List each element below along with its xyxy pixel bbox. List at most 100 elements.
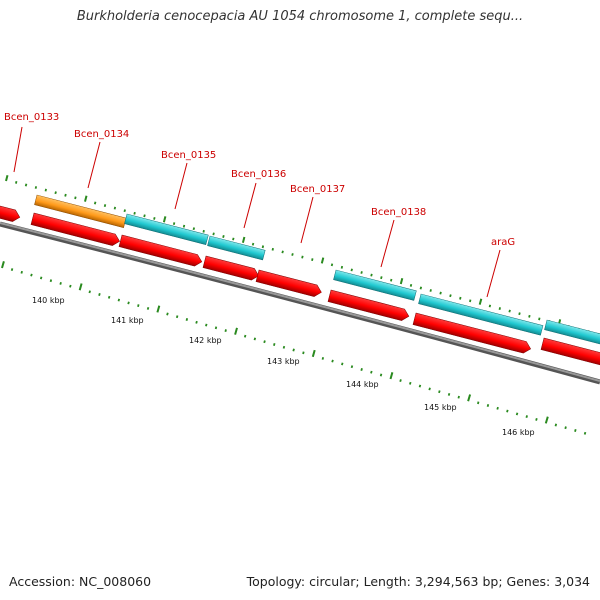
minor-tick <box>263 340 266 344</box>
minor-tick <box>409 381 412 385</box>
minor-tick <box>88 290 91 294</box>
minor-tick <box>360 271 363 274</box>
minor-tick <box>281 250 284 254</box>
gene-feature[interactable] <box>418 293 544 336</box>
minor-tick <box>477 401 480 405</box>
cds-arrow[interactable] <box>327 289 410 322</box>
minor-tick <box>98 293 101 296</box>
gene-feature[interactable] <box>124 213 209 246</box>
minor-tick <box>518 312 521 316</box>
gene-label[interactable]: Bcen_0133 <box>4 112 59 123</box>
minor-tick <box>146 306 150 310</box>
minor-tick <box>350 365 354 369</box>
kbp-label: 142 kbp <box>189 336 222 345</box>
minor-tick <box>175 315 179 319</box>
minor-tick <box>205 323 208 327</box>
major-tick <box>1 261 5 269</box>
gene-label[interactable]: Bcen_0138 <box>371 207 426 218</box>
gene-label[interactable]: Bcen_0137 <box>290 184 345 195</box>
minor-tick <box>301 255 304 259</box>
minor-tick <box>224 329 227 333</box>
minor-tick <box>459 296 462 300</box>
cds-arrow[interactable] <box>30 212 121 247</box>
gene-feature[interactable] <box>333 269 417 301</box>
minor-tick <box>214 326 218 330</box>
minor-tick <box>535 417 538 421</box>
minor-tick <box>44 188 47 192</box>
minor-tick <box>321 356 325 360</box>
minor-tick <box>330 263 334 267</box>
minor-tick <box>153 216 156 220</box>
minor-tick <box>24 183 28 187</box>
minor-tick <box>525 415 528 419</box>
chromosome-backbone <box>0 221 600 385</box>
minor-tick <box>166 312 169 316</box>
minor-tick <box>370 370 373 374</box>
minor-tick <box>103 204 107 208</box>
gene-label[interactable]: Bcen_0136 <box>231 169 286 180</box>
minor-tick <box>311 258 314 262</box>
minor-tick <box>564 426 567 430</box>
minor-tick <box>273 343 276 346</box>
minor-tick <box>506 409 509 413</box>
minor-tick <box>292 348 295 352</box>
minor-tick <box>350 268 353 272</box>
minor-tick <box>399 379 402 383</box>
minor-tick <box>341 362 344 366</box>
kbp-scale-labels: 140 kbp 141 kbp 142 kbp 143 kbp 144 kbp … <box>32 296 535 437</box>
gene-label-leaders <box>13 126 501 298</box>
minor-tick <box>69 284 72 288</box>
minor-tick <box>107 295 111 299</box>
outer-tick-ring <box>5 174 600 336</box>
minor-tick <box>574 429 577 432</box>
minor-tick <box>74 196 77 200</box>
minor-tick <box>54 191 57 195</box>
minor-tick <box>488 304 492 308</box>
minor-tick <box>498 307 501 311</box>
gene-labels: Bcen_0133 Bcen_0134 Bcen_0135 Bcen_0136 … <box>4 112 515 248</box>
minor-tick <box>127 301 130 305</box>
cds-arrow[interactable] <box>255 269 323 298</box>
minor-tick <box>133 211 136 215</box>
major-tick <box>5 174 9 182</box>
minor-tick <box>202 229 205 233</box>
gene-feature[interactable] <box>544 319 600 348</box>
minor-tick <box>30 273 33 277</box>
major-tick <box>399 277 404 285</box>
major-tick <box>241 236 246 244</box>
minor-tick <box>20 270 23 274</box>
gene-label[interactable]: Bcen_0134 <box>74 129 129 140</box>
cds-arrow[interactable] <box>412 312 532 355</box>
minor-tick <box>39 276 43 280</box>
minor-tick <box>449 294 452 298</box>
minor-tick <box>172 222 176 226</box>
major-tick <box>467 394 472 402</box>
minor-tick <box>282 345 286 349</box>
map-title: Burkholderia cenocepacia AU 1054 chromos… <box>76 9 524 24</box>
minor-tick <box>486 404 490 407</box>
minor-tick <box>49 279 53 283</box>
major-tick <box>156 305 161 313</box>
major-tick <box>162 216 167 223</box>
major-tick <box>311 349 316 358</box>
minor-tick <box>182 224 186 228</box>
minor-tick <box>271 247 274 251</box>
gene-feature[interactable] <box>207 235 266 261</box>
cds-arrow[interactable] <box>0 205 21 223</box>
kbp-label: 145 kbp <box>424 403 457 412</box>
gene-label[interactable]: Bcen_0135 <box>161 150 216 161</box>
cds-arrow[interactable] <box>540 337 600 369</box>
cds-arrow[interactable] <box>118 234 203 268</box>
accession-text: Accession: NC_008060 <box>9 574 152 589</box>
minor-tick <box>340 265 344 269</box>
gene-label[interactable]: araG <box>491 237 515 248</box>
minor-tick <box>253 337 257 341</box>
major-tick <box>84 195 88 202</box>
minor-tick <box>212 232 215 236</box>
cds-arrow[interactable] <box>202 255 260 282</box>
minor-tick <box>429 289 432 292</box>
kbp-label: 141 kbp <box>111 316 144 325</box>
minor-tick <box>291 253 294 256</box>
minor-tick <box>10 268 14 272</box>
